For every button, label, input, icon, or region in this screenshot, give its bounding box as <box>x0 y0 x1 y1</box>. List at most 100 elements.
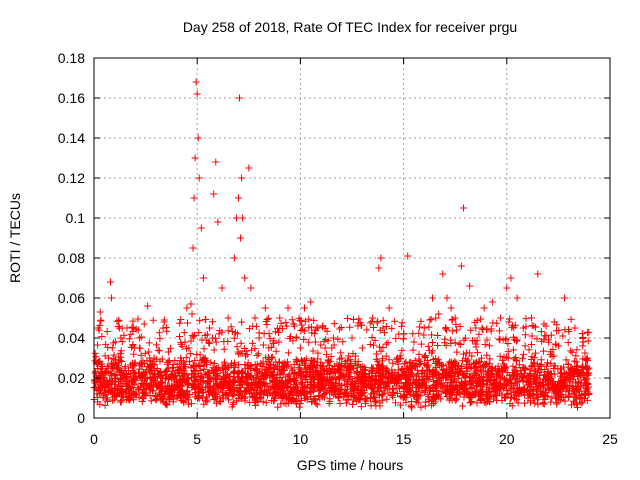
data-point <box>296 344 304 352</box>
data-point <box>414 391 422 399</box>
data-point <box>209 364 217 372</box>
data-point <box>486 355 494 363</box>
data-point <box>388 370 396 378</box>
data-point <box>497 314 505 322</box>
data-point <box>224 314 232 322</box>
data-point <box>351 357 359 365</box>
data-point <box>185 344 193 352</box>
data-point <box>540 320 548 328</box>
data-point <box>322 376 330 384</box>
data-point <box>488 363 496 371</box>
data-point <box>343 389 351 397</box>
data-point <box>527 356 535 364</box>
data-point <box>383 372 391 380</box>
data-point <box>264 358 272 366</box>
data-point <box>349 350 357 358</box>
data-point <box>325 357 333 365</box>
data-point <box>147 385 155 393</box>
data-point <box>490 380 498 388</box>
data-point <box>436 374 444 382</box>
data-point <box>573 362 581 370</box>
data-point <box>424 391 432 399</box>
data-point <box>528 361 536 369</box>
data-point <box>355 315 363 323</box>
data-point <box>165 384 173 392</box>
data-point <box>559 381 567 389</box>
data-point <box>282 318 290 326</box>
data-point <box>488 298 496 306</box>
data-point <box>385 304 393 312</box>
data-point <box>101 390 109 398</box>
data-point <box>233 370 241 378</box>
data-point <box>579 338 587 346</box>
data-point <box>537 368 545 376</box>
data-point <box>218 328 226 336</box>
data-point <box>275 358 283 366</box>
data-point <box>400 383 408 391</box>
data-point <box>346 323 354 331</box>
data-point <box>575 377 583 385</box>
data-point <box>306 369 314 377</box>
data-point <box>265 389 273 397</box>
data-point <box>543 373 551 381</box>
data-point <box>130 362 138 370</box>
data-point <box>175 382 183 390</box>
data-point <box>466 373 474 381</box>
data-point <box>343 357 351 365</box>
data-point <box>177 340 185 348</box>
data-point <box>495 327 503 335</box>
data-point <box>129 317 137 325</box>
data-point <box>310 357 318 365</box>
data-point <box>186 358 194 366</box>
data-point <box>338 354 346 362</box>
data-point <box>334 335 342 343</box>
data-point <box>148 369 156 377</box>
data-point <box>206 324 214 332</box>
data-point <box>266 389 274 397</box>
data-point <box>166 344 174 352</box>
data-point <box>507 274 515 282</box>
data-point <box>521 342 529 350</box>
data-point <box>418 387 426 395</box>
data-point <box>284 304 292 312</box>
data-point <box>420 352 428 360</box>
data-point <box>369 389 377 397</box>
data-point <box>138 371 146 379</box>
data-point <box>519 374 527 382</box>
data-point <box>331 391 339 399</box>
data-point <box>287 333 295 341</box>
data-point <box>158 379 166 387</box>
data-point <box>384 339 392 347</box>
data-point <box>535 383 543 391</box>
data-point <box>550 318 558 326</box>
data-point <box>431 398 439 406</box>
data-point <box>384 389 392 397</box>
data-point <box>273 362 281 370</box>
data-point <box>349 315 357 323</box>
data-point <box>319 322 327 330</box>
data-point <box>148 387 156 395</box>
data-point <box>196 351 204 359</box>
data-point <box>570 389 578 397</box>
data-point <box>243 369 251 377</box>
data-point <box>458 362 466 370</box>
data-point <box>472 340 480 348</box>
data-point <box>550 365 558 373</box>
data-point <box>382 340 390 348</box>
data-point <box>212 391 220 399</box>
data-point <box>426 316 434 324</box>
data-point <box>496 352 504 360</box>
data-point <box>280 387 288 395</box>
data-point <box>229 376 237 384</box>
data-point <box>349 393 357 401</box>
data-point <box>368 385 376 393</box>
data-point <box>270 337 278 345</box>
data-point <box>408 370 416 378</box>
data-point <box>518 355 526 363</box>
data-point <box>192 78 200 86</box>
data-point <box>442 369 450 377</box>
data-point <box>162 374 170 382</box>
data-point <box>237 339 245 347</box>
data-point <box>417 359 425 367</box>
data-point <box>542 374 550 382</box>
